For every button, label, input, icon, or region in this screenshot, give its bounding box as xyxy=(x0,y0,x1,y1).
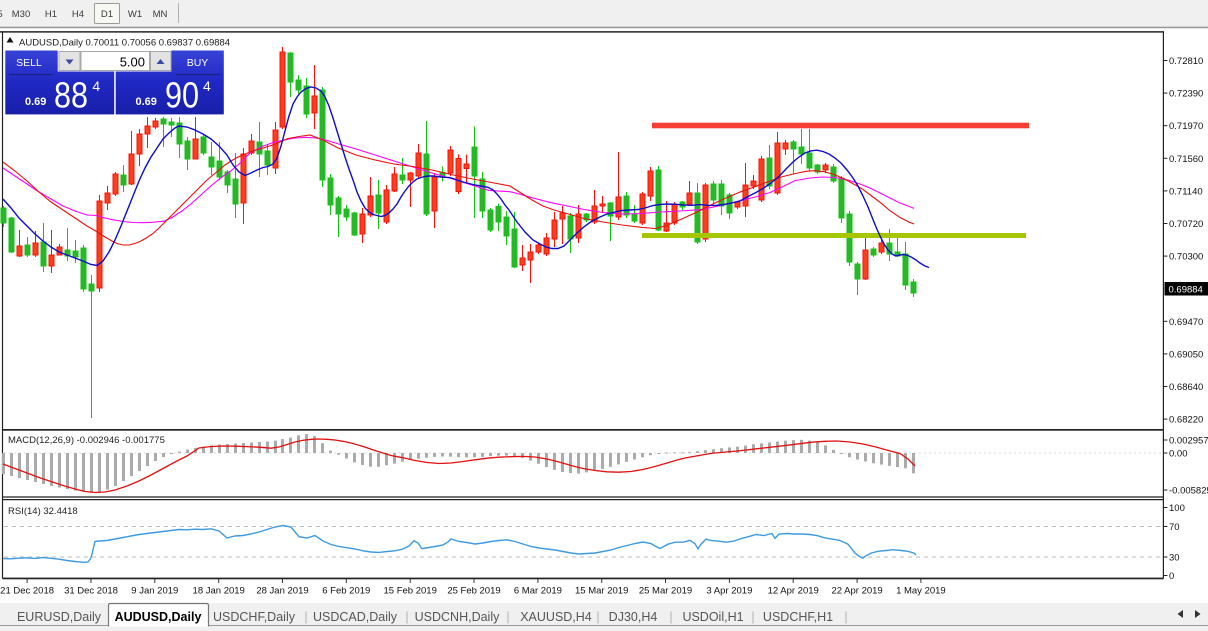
svg-text:0.69: 0.69 xyxy=(136,96,157,108)
svg-text:0.71970: 0.71970 xyxy=(1169,121,1203,132)
svg-text:0.71140: 0.71140 xyxy=(1169,186,1203,197)
svg-text:6 Feb 2019: 6 Feb 2019 xyxy=(322,586,370,597)
svg-text:BUY: BUY xyxy=(187,57,209,69)
svg-text:0.69050: 0.69050 xyxy=(1169,349,1203,360)
svg-text:0.00: 0.00 xyxy=(1169,449,1188,460)
svg-text:0.70300: 0.70300 xyxy=(1169,252,1203,263)
svg-text:4: 4 xyxy=(203,78,211,94)
svg-text:USDCAD,Daily: USDCAD,Daily xyxy=(313,610,398,624)
svg-text:22 Apr 2019: 22 Apr 2019 xyxy=(831,586,882,597)
svg-text:XAUUSD,H4: XAUUSD,H4 xyxy=(520,610,592,624)
svg-text:|: | xyxy=(405,610,408,624)
svg-text:AUDUSD,Daily 0.70011 0.70056: AUDUSD,Daily 0.70011 0.70056 0.69837 0.6… xyxy=(19,38,230,49)
svg-text:0.72390: 0.72390 xyxy=(1169,89,1203,100)
svg-text:30: 30 xyxy=(1169,553,1180,564)
svg-text:USDCHF,Daily: USDCHF,Daily xyxy=(213,610,296,624)
svg-text:90: 90 xyxy=(165,75,199,116)
svg-text:0.72810: 0.72810 xyxy=(1169,56,1203,67)
svg-text:15 Mar 2019: 15 Mar 2019 xyxy=(575,586,628,597)
svg-text:25 Mar 2019: 25 Mar 2019 xyxy=(639,586,692,597)
svg-text:18 Jan 2019: 18 Jan 2019 xyxy=(193,586,245,597)
svg-text:25 Feb 2019: 25 Feb 2019 xyxy=(447,586,500,597)
svg-text:MACD(12,26,9) -0.002946 -0.001: MACD(12,26,9) -0.002946 -0.001775 xyxy=(8,435,165,446)
svg-text:MN: MN xyxy=(153,9,168,20)
svg-text:4: 4 xyxy=(92,78,100,94)
svg-text:M30: M30 xyxy=(12,9,30,20)
svg-text:AUDUSD,Daily: AUDUSD,Daily xyxy=(115,610,202,624)
svg-text:28 Jan 2019: 28 Jan 2019 xyxy=(256,586,308,597)
svg-text:H1: H1 xyxy=(45,9,57,20)
svg-text:0.002957: 0.002957 xyxy=(1169,436,1208,447)
svg-text:|: | xyxy=(669,610,672,624)
svg-text:0.71560: 0.71560 xyxy=(1169,154,1203,165)
svg-text:SELL: SELL xyxy=(16,57,42,69)
svg-text:5.00: 5.00 xyxy=(120,55,145,70)
svg-text:15 Feb 2019: 15 Feb 2019 xyxy=(384,586,437,597)
svg-text:31 Dec 2018: 31 Dec 2018 xyxy=(64,586,118,597)
svg-text:USDCHF,H1: USDCHF,H1 xyxy=(763,610,833,624)
svg-text:100: 100 xyxy=(1169,503,1185,514)
svg-text:|: | xyxy=(844,610,847,624)
svg-text:70: 70 xyxy=(1169,522,1180,533)
svg-text:21 Dec 2018: 21 Dec 2018 xyxy=(0,586,54,597)
svg-text:12 Apr 2019: 12 Apr 2019 xyxy=(768,586,819,597)
svg-text:5: 5 xyxy=(0,9,3,20)
svg-text:W1: W1 xyxy=(128,9,142,20)
svg-text:0: 0 xyxy=(1169,571,1174,582)
svg-text:|: | xyxy=(596,610,599,624)
svg-text:3 Apr 2019: 3 Apr 2019 xyxy=(706,586,752,597)
svg-text:|: | xyxy=(751,610,754,624)
svg-text:1 May 2019: 1 May 2019 xyxy=(896,586,946,597)
svg-text:0.69470: 0.69470 xyxy=(1169,317,1203,328)
svg-text:88: 88 xyxy=(54,75,88,116)
svg-text:D1: D1 xyxy=(101,9,113,20)
svg-text:H4: H4 xyxy=(72,9,84,20)
svg-text:0.70720: 0.70720 xyxy=(1169,219,1203,230)
svg-text:0.68640: 0.68640 xyxy=(1169,382,1203,393)
svg-text:EURUSD,Daily: EURUSD,Daily xyxy=(17,610,102,624)
svg-text:RSI(14) 32.4418: RSI(14) 32.4418 xyxy=(8,506,78,517)
svg-text:-0.005825: -0.005825 xyxy=(1169,486,1208,497)
svg-text:USDCNH,Daily: USDCNH,Daily xyxy=(415,610,500,624)
svg-text:|: | xyxy=(506,610,509,624)
svg-text:9 Jan 2019: 9 Jan 2019 xyxy=(131,586,178,597)
svg-text:USDOil,H1: USDOil,H1 xyxy=(682,610,743,624)
svg-text:0.68220: 0.68220 xyxy=(1169,415,1203,426)
svg-text:DJ30,H4: DJ30,H4 xyxy=(609,610,658,624)
svg-text:|: | xyxy=(304,610,307,624)
svg-text:0.69884: 0.69884 xyxy=(1169,284,1203,295)
svg-text:6 Mar 2019: 6 Mar 2019 xyxy=(514,586,562,597)
svg-text:0.69: 0.69 xyxy=(25,96,46,108)
